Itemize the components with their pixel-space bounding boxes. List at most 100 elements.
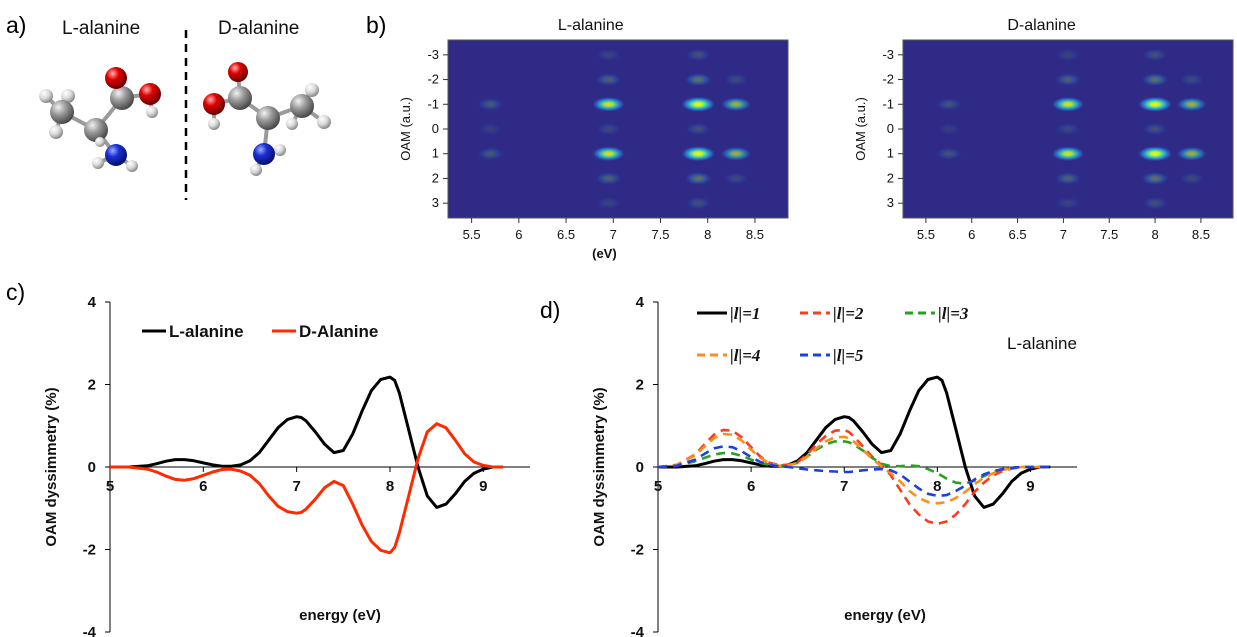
x-tick-label: 9 bbox=[1026, 478, 1034, 495]
heatmap-spot bbox=[684, 48, 712, 62]
x-axis-label: (eV) bbox=[592, 246, 617, 261]
heatmap-spot bbox=[594, 72, 623, 87]
y-tick-label: 4 bbox=[88, 294, 97, 311]
y-tick-label: 2 bbox=[636, 377, 644, 394]
x-tick-label: 8 bbox=[1151, 227, 1158, 242]
x-tick-label: 8 bbox=[933, 478, 941, 495]
series-line bbox=[110, 422, 504, 555]
heatmap-spot bbox=[680, 96, 717, 113]
y-tick-label: -2 bbox=[631, 542, 644, 559]
heatmap-spot bbox=[684, 171, 713, 186]
heatmap-spot bbox=[1141, 122, 1169, 136]
y-tick-label: 0 bbox=[432, 121, 439, 136]
y-axis-label: OAM (a.u.) bbox=[398, 97, 413, 161]
x-tick-label: 5.5 bbox=[917, 227, 935, 242]
y-axis-label: OAM (a.u.) bbox=[853, 97, 868, 161]
heatmap-spot bbox=[720, 96, 752, 112]
heatmap-spot bbox=[680, 145, 717, 162]
series-line bbox=[658, 432, 1050, 505]
heatmap-spot bbox=[935, 147, 963, 161]
x-tick-label: 8.5 bbox=[1192, 227, 1210, 242]
y-tick-label: 3 bbox=[887, 195, 894, 210]
panel-label-b: b) bbox=[366, 12, 386, 38]
y-tick-label: -1 bbox=[882, 96, 894, 111]
heatmap-spot bbox=[591, 145, 626, 162]
x-tick-label: 7 bbox=[1060, 227, 1067, 242]
heatmap-spot bbox=[1141, 48, 1169, 62]
series-line bbox=[110, 375, 504, 509]
heatmap-spot bbox=[476, 147, 505, 161]
heatmap-d-alanine: D-alanine 5.5 6 6.5 7 7.5 8 8.5 -3 -2 -1 0 1 2 3 OAM (a… bbox=[853, 17, 1234, 242]
x-axis-label: energy (eV) bbox=[844, 607, 926, 624]
y-tick-label: -2 bbox=[427, 72, 439, 87]
molecule-left-title: L-alanine bbox=[62, 18, 140, 39]
y-tick-label: 1 bbox=[432, 146, 439, 161]
heatmap-spot bbox=[1175, 146, 1208, 162]
heatmap-spot bbox=[684, 122, 712, 136]
x-tick-label: 6.5 bbox=[557, 227, 575, 242]
x-tick-label: 6 bbox=[968, 227, 975, 242]
series-line bbox=[658, 440, 1050, 485]
legend-label: |l|=2 bbox=[833, 304, 864, 323]
chart-panel-d: 4 2 0 -2 -4 5 6 7 8 9 OAM dyssimmetry (%) energy (e… bbox=[591, 294, 1077, 637]
heatmap-spot bbox=[684, 72, 713, 87]
heatmap-spot bbox=[720, 146, 752, 162]
series-line bbox=[658, 375, 1051, 509]
x-tick-label: 8.5 bbox=[746, 227, 764, 242]
heatmap-spot bbox=[684, 196, 712, 210]
x-tick-label: 6 bbox=[199, 478, 207, 495]
x-tick-label: 5 bbox=[106, 478, 114, 495]
heatmap-spot bbox=[1054, 122, 1082, 136]
heatmap-spot bbox=[1054, 72, 1082, 87]
heatmap-spot bbox=[1140, 171, 1170, 186]
y-tick-label: 4 bbox=[636, 294, 645, 311]
y-tick-label: -2 bbox=[83, 542, 96, 559]
heatmap-spot bbox=[1178, 171, 1205, 186]
y-tick-label: -3 bbox=[882, 47, 894, 62]
heatmap-spot bbox=[595, 122, 622, 136]
y-tick-label: 3 bbox=[432, 195, 439, 210]
y-tick-label: 0 bbox=[636, 459, 644, 476]
x-tick-label: 6 bbox=[747, 478, 755, 495]
y-axis-label: OAM dyssimmetry (%) bbox=[43, 387, 60, 546]
x-tick-label: 7 bbox=[292, 478, 300, 495]
x-tick-label: 7.5 bbox=[1100, 227, 1118, 242]
heatmap-spot bbox=[1054, 171, 1082, 186]
y-tick-label: -4 bbox=[631, 624, 645, 637]
x-tick-label: 6.5 bbox=[1009, 227, 1027, 242]
heatmap-spot bbox=[1137, 145, 1174, 162]
y-tick-label: 2 bbox=[88, 377, 96, 394]
x-tick-label: 6 bbox=[515, 227, 522, 242]
legend-label: |l|=1 bbox=[730, 304, 760, 323]
legend-label: |l|=4 bbox=[730, 346, 760, 365]
x-tick-label: 7 bbox=[840, 478, 848, 495]
heatmap-spot bbox=[935, 97, 963, 111]
x-tick-label: 9 bbox=[479, 478, 487, 495]
y-tick-label: 0 bbox=[887, 121, 894, 136]
l-alanine-molecule bbox=[39, 67, 161, 172]
y-tick-label: 0 bbox=[88, 459, 96, 476]
heatmap-spot bbox=[722, 171, 750, 186]
legend-label: D-Alanine bbox=[299, 322, 378, 341]
legend-label: |l|=3 bbox=[938, 304, 969, 323]
panel-label-c: c) bbox=[6, 279, 25, 305]
panel-label-d: d) bbox=[540, 297, 560, 323]
heatmap-spot bbox=[935, 122, 962, 136]
heatmap-spot bbox=[1050, 96, 1086, 113]
heatmap-spot bbox=[1141, 196, 1169, 210]
legend-label: |l|=5 bbox=[833, 346, 864, 365]
heatmap-spot bbox=[1050, 145, 1086, 162]
y-axis-label: OAM dyssimmetry (%) bbox=[591, 387, 608, 546]
molecule-right-title: D-alanine bbox=[218, 18, 299, 39]
heatmap-spot bbox=[1054, 196, 1082, 210]
panel-a-molecules: L-alanine D-alanine bbox=[39, 18, 331, 200]
chart-annotation: L-alanine bbox=[1007, 334, 1077, 353]
heatmap-title: D-alanine bbox=[1007, 17, 1076, 34]
legend-label: L-alanine bbox=[169, 322, 244, 341]
x-tick-label: 8 bbox=[704, 227, 711, 242]
heatmap-spot bbox=[595, 196, 622, 210]
heatmap-spot bbox=[477, 122, 504, 136]
heatmap-spot bbox=[722, 72, 750, 87]
y-tick-label: -1 bbox=[427, 96, 439, 111]
x-tick-label: 5.5 bbox=[463, 227, 481, 242]
